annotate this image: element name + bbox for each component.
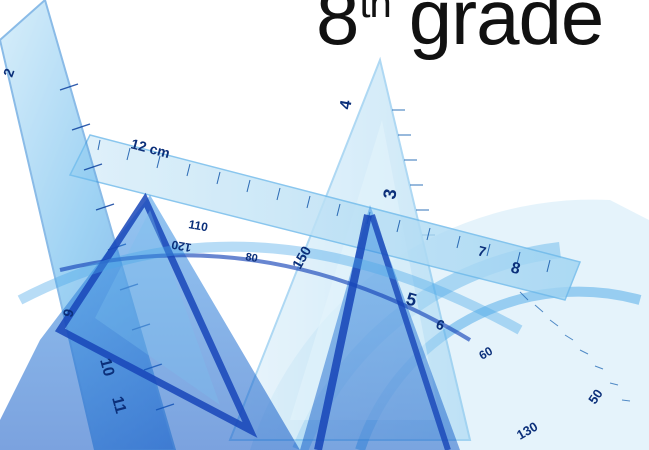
grade-number: 8 xyxy=(316,0,359,61)
ruler-mark: 9 xyxy=(59,307,77,319)
straight-ruler xyxy=(68,134,582,301)
ruler-mark: 50 xyxy=(585,386,606,406)
slide-title: 8th grade xyxy=(316,0,604,56)
grade-suffix: th xyxy=(359,0,391,26)
ruler-mark: 10 xyxy=(96,357,117,379)
ruler-mark: 11 xyxy=(108,395,129,416)
grade-word: grade xyxy=(408,0,604,61)
set-square-center xyxy=(300,205,460,450)
ruler-mark: 80 xyxy=(244,251,258,265)
ruler-mark: 120 xyxy=(170,238,192,255)
protractor-inner-arc xyxy=(17,241,523,342)
ruler-mark: 5 xyxy=(404,289,419,311)
ruler-mark: 60 xyxy=(477,344,496,363)
ruler-mark: 110 xyxy=(187,217,209,234)
ruler-mark: 3 xyxy=(379,187,400,200)
ruler-mark: 7 xyxy=(476,242,488,260)
ruler-mark: 8 xyxy=(509,259,522,278)
ruler-mark: 4 xyxy=(337,99,355,111)
